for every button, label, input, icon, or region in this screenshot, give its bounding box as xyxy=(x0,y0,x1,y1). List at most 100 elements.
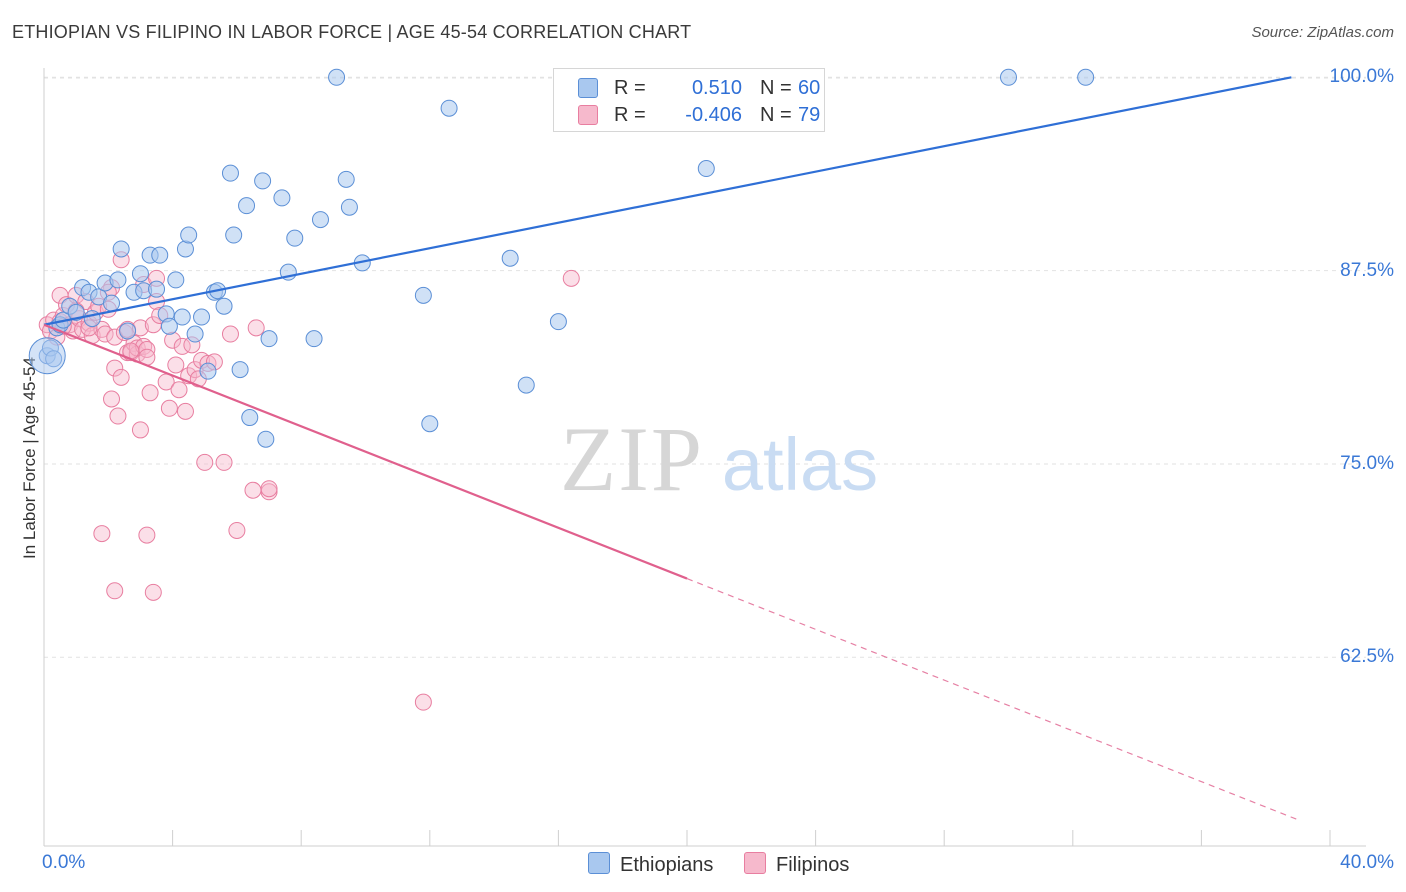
filipinos-point xyxy=(260,480,278,498)
ethiopians-point xyxy=(186,325,204,343)
ethiopians-point xyxy=(1077,68,1095,86)
ethiopians-point xyxy=(340,198,358,216)
ethiopians-point xyxy=(328,68,346,86)
legend-n-label: N = xyxy=(760,104,792,126)
filipinos-trend-line xyxy=(43,323,688,580)
ethiopians-point xyxy=(67,303,85,321)
ethiopians-points xyxy=(28,68,1095,448)
ethiopians-point xyxy=(286,229,304,247)
ethiopians-point xyxy=(148,280,166,298)
legend-swatch-pink xyxy=(578,105,598,125)
filipinos-point xyxy=(170,381,188,399)
ethiopians-point xyxy=(238,197,256,215)
legend-r-value: 0.510 xyxy=(691,77,742,99)
filipinos-point xyxy=(160,399,178,417)
bottom-legend-label: Ethiopians xyxy=(620,854,714,876)
filipinos-point xyxy=(176,402,194,420)
ethiopians-point xyxy=(440,99,458,117)
x-tick-label-min: 0.0% xyxy=(42,852,86,873)
ethiopians-point xyxy=(414,286,432,304)
filipinos-point xyxy=(138,526,156,544)
filipinos-point xyxy=(103,390,121,408)
ethiopians-point xyxy=(501,249,519,267)
filipinos-point xyxy=(228,521,246,539)
filipinos-point xyxy=(106,582,124,600)
filipinos-point xyxy=(247,319,265,337)
legend-n-value: 79 xyxy=(798,104,821,126)
bottom-legend-label: Filipinos xyxy=(776,854,850,876)
legend-r-label: R = xyxy=(614,77,646,99)
filipinos-point xyxy=(144,583,162,601)
y-tick-label: 100.0% xyxy=(1329,66,1394,88)
y-tick-label: 87.5% xyxy=(1340,259,1394,281)
filipinos-point xyxy=(244,481,262,499)
ethiopians-point xyxy=(697,160,715,178)
filipinos-point xyxy=(141,384,159,402)
legend-r-value: -0.406 xyxy=(685,104,742,126)
ethiopians-point xyxy=(109,271,127,289)
ethiopians-point xyxy=(215,297,233,315)
ethiopians-point xyxy=(517,376,535,394)
ethiopians-point xyxy=(160,317,178,335)
filipinos-point xyxy=(414,693,432,711)
ethiopians-point xyxy=(131,265,149,283)
ethiopians-point xyxy=(193,308,211,326)
filipinos-point xyxy=(74,320,92,338)
ethiopians-point xyxy=(231,361,249,379)
filipinos-point xyxy=(96,325,114,343)
bottom-legend-swatch-pink xyxy=(744,852,766,874)
y-tick-label: 62.5% xyxy=(1340,646,1394,668)
filipinos-point xyxy=(109,407,127,425)
filipinos-point xyxy=(131,421,149,439)
filipinos-point xyxy=(93,525,111,543)
axes xyxy=(43,68,1366,847)
ethiopians-point xyxy=(225,226,243,244)
ethiopians-point-large xyxy=(28,337,66,375)
source-label: Source: ZipAtlas.com xyxy=(1251,24,1394,41)
filipinos-point xyxy=(221,325,239,343)
chart-title: ETHIOPIAN VS FILIPINO IN LABOR FORCE | A… xyxy=(12,22,692,42)
ethiopians-point xyxy=(311,211,329,229)
legend-r-label: R = xyxy=(614,104,646,126)
trend-lines xyxy=(43,76,1299,821)
ethiopians-point xyxy=(173,308,191,326)
x-tick-label-max: 40.0% xyxy=(1340,852,1394,873)
ethiopians-point xyxy=(1000,68,1017,86)
ethiopians-point xyxy=(103,294,121,312)
y-tick-label: 75.0% xyxy=(1340,452,1394,474)
ethiopians-point xyxy=(421,415,439,433)
filipinos-point xyxy=(196,453,214,471)
filipinos-point xyxy=(106,359,124,377)
correlation-legend: R = 0.510 N = 60 R = -0.406 N = 79 xyxy=(553,68,825,132)
legend-swatch-blue xyxy=(578,78,598,98)
ethiopians-point xyxy=(241,409,259,427)
legend-n-value: 60 xyxy=(798,77,821,99)
ethiopians-point xyxy=(305,330,323,348)
ethiopians-trend-line xyxy=(43,76,1292,326)
filipinos-point xyxy=(562,269,580,287)
ethiopians-point xyxy=(337,170,355,188)
ethiopians-point xyxy=(112,240,130,258)
ethiopians-point xyxy=(254,172,272,190)
watermark-atlas: atlas xyxy=(722,423,878,506)
filipinos-point xyxy=(93,320,111,338)
ethiopians-point xyxy=(199,362,217,380)
ethiopians-point xyxy=(151,246,169,264)
ethiopians-point xyxy=(176,240,194,258)
ethiopians-point xyxy=(273,189,291,207)
ethiopians-point xyxy=(549,313,567,331)
watermark-zip: ZIP xyxy=(560,408,704,510)
ethiopians-point xyxy=(257,430,275,448)
filipinos-point xyxy=(215,453,233,471)
ethiopians-point xyxy=(180,226,198,244)
filipinos-point xyxy=(112,368,130,386)
filipinos-trend-line-extrapolated xyxy=(686,578,1299,821)
ethiopians-point xyxy=(221,164,239,182)
ethiopians-point xyxy=(119,322,137,340)
filipinos-points xyxy=(38,251,580,711)
bottom-legend-filipinos: Filipinos xyxy=(744,852,849,877)
bottom-legend-swatch-blue xyxy=(588,852,610,874)
legend-n-label: N = xyxy=(760,77,792,99)
filipinos-point xyxy=(135,337,153,355)
ethiopians-point xyxy=(260,330,278,348)
